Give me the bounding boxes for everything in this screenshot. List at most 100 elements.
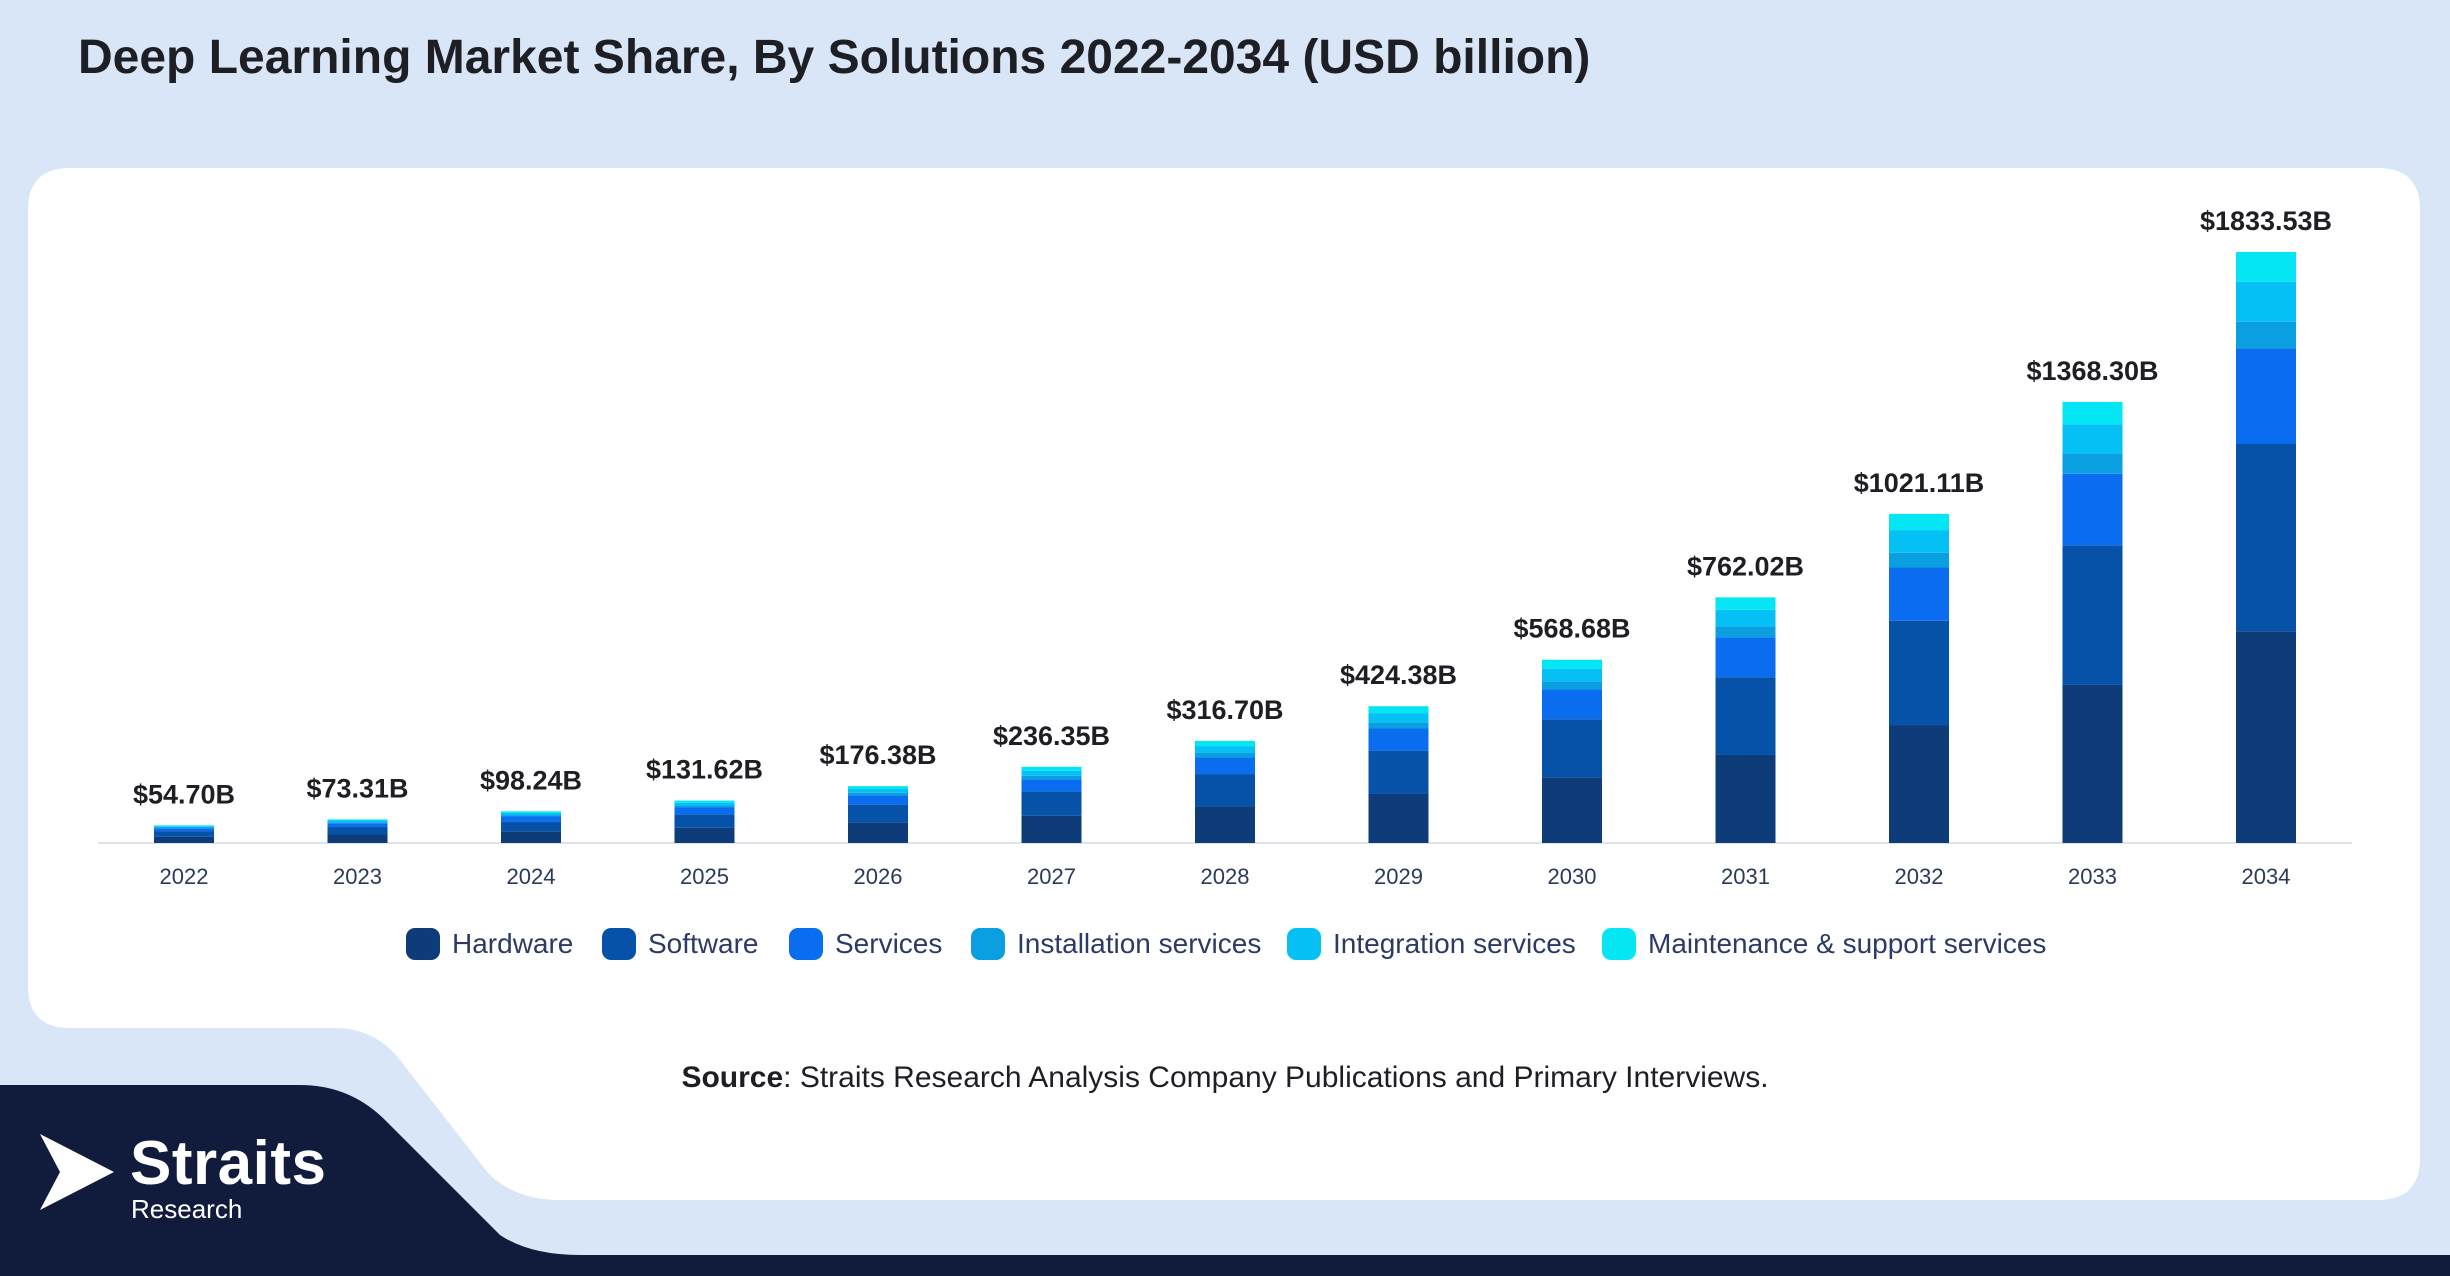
bar-segment-2026-installation-services — [848, 792, 908, 796]
bar-segment-2026-hardware — [848, 822, 908, 843]
footer-dark-band — [0, 1085, 2450, 1276]
source-text: : Straits Research Analysis Company Publ… — [783, 1061, 1769, 1094]
bar-segment-2025-hardware — [674, 827, 735, 843]
legend-label: Software — [648, 928, 759, 959]
total-value-label: $131.62B — [646, 755, 763, 785]
bar-segment-2032-maintenance-support-services — [1889, 513, 1949, 531]
bar-segment-2024-hardware — [501, 831, 561, 843]
bar-segment-2029-software — [1368, 750, 1429, 794]
bar-segment-2034-maintenance-support-services — [2236, 252, 2296, 282]
bar-segment-2031-software — [1715, 677, 1776, 755]
x-tick-label: 2025 — [680, 864, 729, 889]
legend-item: Integration services — [1287, 928, 1576, 960]
x-tick-label: 2029 — [1374, 864, 1423, 889]
x-tick-label: 2032 — [1895, 864, 1944, 889]
total-value-label: $316.70B — [1166, 695, 1283, 725]
x-tick-label: 2030 — [1548, 864, 1597, 889]
legend-swatch — [789, 928, 823, 960]
x-tick-label: 2026 — [854, 864, 903, 889]
bar-segment-2032-services — [1889, 567, 1949, 621]
bar-segment-2033-integration-services — [2062, 424, 2123, 455]
x-tick-label: 2031 — [1721, 864, 1770, 889]
legend-swatch — [602, 928, 636, 960]
bar-segment-2023-installation-services — [327, 822, 388, 824]
legend-label: Maintenance & support services — [1648, 928, 2046, 959]
bar-segment-2027-hardware — [1021, 815, 1082, 843]
bar-segment-2028-maintenance-support-services — [1195, 740, 1255, 747]
bar-segment-2028-services — [1195, 757, 1255, 775]
bar-segment-2030-integration-services — [1542, 668, 1602, 682]
total-value-label: $54.70B — [133, 779, 235, 809]
bar-segment-2030-installation-services — [1542, 681, 1602, 690]
bar-segment-2033-maintenance-support-services — [2062, 401, 2123, 425]
total-value-label: $1368.30B — [2026, 356, 2158, 386]
bar-segment-2034-hardware — [2236, 631, 2296, 843]
bar-segment-2023-maintenance-support-services — [327, 819, 388, 821]
legend-item: Maintenance & support services — [1602, 928, 2046, 960]
bar-segment-2024-software — [501, 821, 561, 832]
total-value-label: $762.02B — [1687, 551, 1804, 581]
total-value-label: $236.35B — [993, 721, 1110, 751]
bar-segment-2027-software — [1021, 791, 1082, 816]
bar-segment-2027-installation-services — [1021, 775, 1082, 780]
bar-segment-2034-software — [2236, 444, 2296, 632]
bar-segment-2022-integration-services — [154, 826, 214, 828]
bar-segment-2022-maintenance-support-services — [154, 825, 214, 827]
bar-segment-2028-installation-services — [1195, 752, 1255, 758]
bar-segment-2028-integration-services — [1195, 746, 1255, 753]
logo-wordmark: Straits — [130, 1129, 327, 1198]
bar-segment-2025-installation-services — [674, 805, 735, 808]
total-value-label: $176.38B — [819, 740, 936, 770]
bar-segment-2030-maintenance-support-services — [1542, 659, 1602, 669]
bar-segment-2025-services — [674, 807, 735, 815]
legend-item: Software — [602, 928, 759, 960]
total-value-label: $424.38B — [1340, 660, 1457, 690]
bar-segment-2025-integration-services — [674, 802, 735, 806]
x-tick-label: 2027 — [1027, 864, 1076, 889]
x-tick-label: 2028 — [1201, 864, 1250, 889]
bar-segment-2026-integration-services — [848, 789, 908, 793]
bar-segment-2025-software — [674, 814, 735, 828]
legend-swatch — [1287, 928, 1321, 960]
labels-layer: $54.70B 2022 $73.31B 2023 $98.24B 2024 $131.62… — [133, 206, 2332, 889]
legend-item: Hardware — [406, 928, 573, 960]
total-value-label: $568.68B — [1513, 614, 1630, 644]
bar-segment-2024-maintenance-support-services — [501, 811, 561, 813]
bar-segment-2029-services — [1368, 728, 1429, 751]
legend-label: Services — [835, 928, 942, 959]
bar-segment-2031-installation-services — [1715, 626, 1776, 638]
bar-segment-2032-hardware — [1889, 725, 1949, 843]
x-tick-label: 2024 — [507, 864, 556, 889]
bar-segment-2031-integration-services — [1715, 609, 1776, 627]
legend-label: Hardware — [452, 928, 573, 959]
bar-segment-2022-services — [154, 828, 214, 832]
bar-segment-2029-hardware — [1368, 793, 1429, 843]
bar-segment-2030-hardware — [1542, 777, 1602, 843]
legend-item: Installation services — [971, 928, 1261, 960]
legend: Hardware Software Services Installation ser… — [406, 928, 2046, 960]
bar-segment-2030-services — [1542, 689, 1602, 720]
total-value-label: $1833.53B — [2200, 206, 2332, 236]
bar-segment-2027-maintenance-support-services — [1021, 766, 1082, 771]
total-value-label: $98.24B — [480, 765, 582, 795]
bar-segment-2034-integration-services — [2236, 281, 2296, 322]
bar-segment-2023-integration-services — [327, 820, 388, 823]
bar-segment-2034-services — [2236, 348, 2296, 445]
bar-segment-2024-installation-services — [501, 815, 561, 817]
bar-segment-2028-software — [1195, 774, 1255, 807]
legend-label: Integration services — [1333, 928, 1576, 959]
x-tick-label: 2023 — [333, 864, 382, 889]
bar-segment-2027-services — [1021, 779, 1082, 792]
bar-segment-2030-software — [1542, 719, 1602, 778]
bar-segment-2023-services — [327, 823, 388, 828]
x-tick-label: 2022 — [160, 864, 209, 889]
total-value-label: $73.31B — [306, 773, 408, 803]
bar-segment-2033-installation-services — [2062, 454, 2123, 474]
bar-segment-2022-hardware — [154, 836, 214, 843]
bar-segment-2023-software — [327, 827, 388, 835]
bar-segment-2031-maintenance-support-services — [1715, 597, 1776, 610]
bar-segment-2026-software — [848, 804, 908, 823]
bar-segment-2024-integration-services — [501, 812, 561, 816]
bar-segment-2032-installation-services — [1889, 552, 1949, 568]
